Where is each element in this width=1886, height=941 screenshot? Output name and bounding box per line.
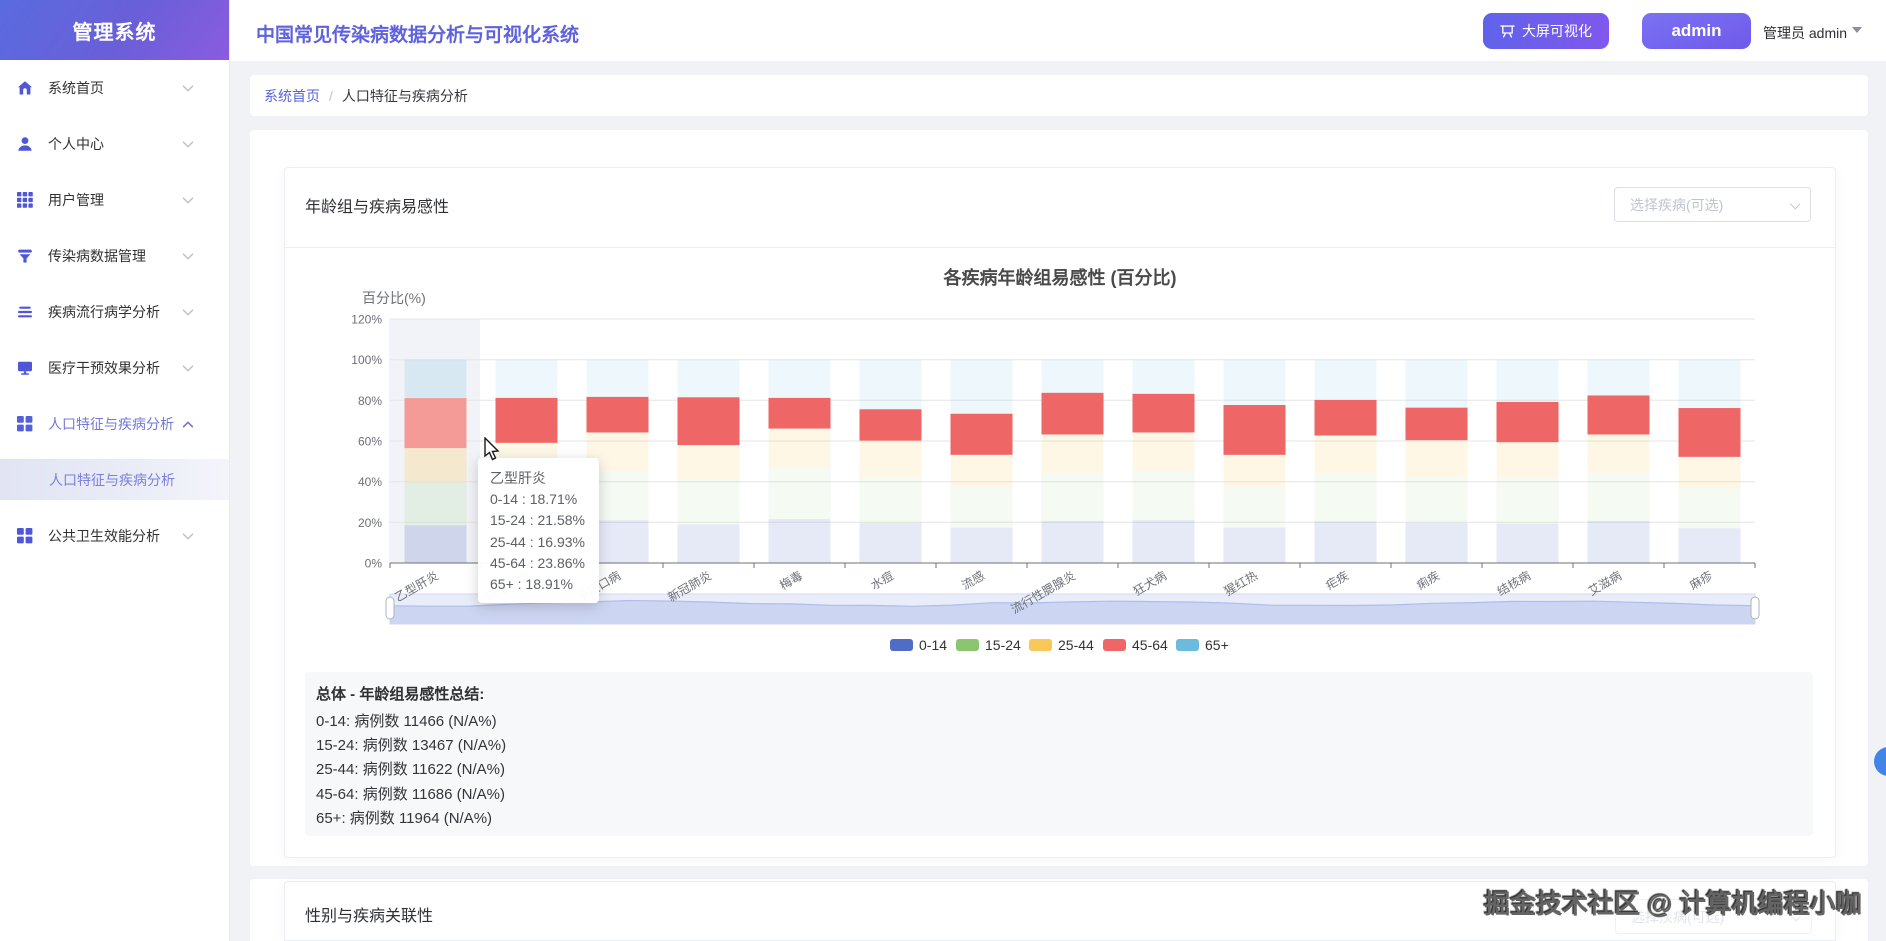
svg-text:60%: 60% (358, 435, 382, 449)
svg-text:80%: 80% (358, 394, 382, 408)
svg-text:65+: 65+ (1205, 637, 1229, 653)
svg-text:0-14: 0-14 (919, 637, 947, 653)
svg-text:梅毒: 梅毒 (777, 568, 805, 593)
svg-text:100%: 100% (351, 353, 382, 367)
svg-text:25-44: 25-44 (1058, 637, 1094, 653)
svg-text:15-24: 15-24 (985, 637, 1021, 653)
svg-text:120%: 120% (351, 313, 382, 327)
svg-text:麻疹: 麻疹 (1687, 568, 1715, 593)
svg-text:20%: 20% (358, 516, 382, 530)
svg-text:45-64: 45-64 (1132, 637, 1168, 653)
svg-text:水痘: 水痘 (868, 568, 896, 593)
svg-text:流感: 流感 (959, 568, 987, 593)
svg-text:0%: 0% (365, 557, 383, 571)
svg-text:疟疾: 疟疾 (1323, 568, 1351, 593)
svg-text:40%: 40% (358, 475, 382, 489)
svg-text:百分比(%): 百分比(%) (362, 290, 426, 306)
svg-text:痢疾: 痢疾 (1414, 568, 1442, 593)
svg-text:各疾病年龄组易感性 (百分比): 各疾病年龄组易感性 (百分比) (943, 267, 1177, 288)
